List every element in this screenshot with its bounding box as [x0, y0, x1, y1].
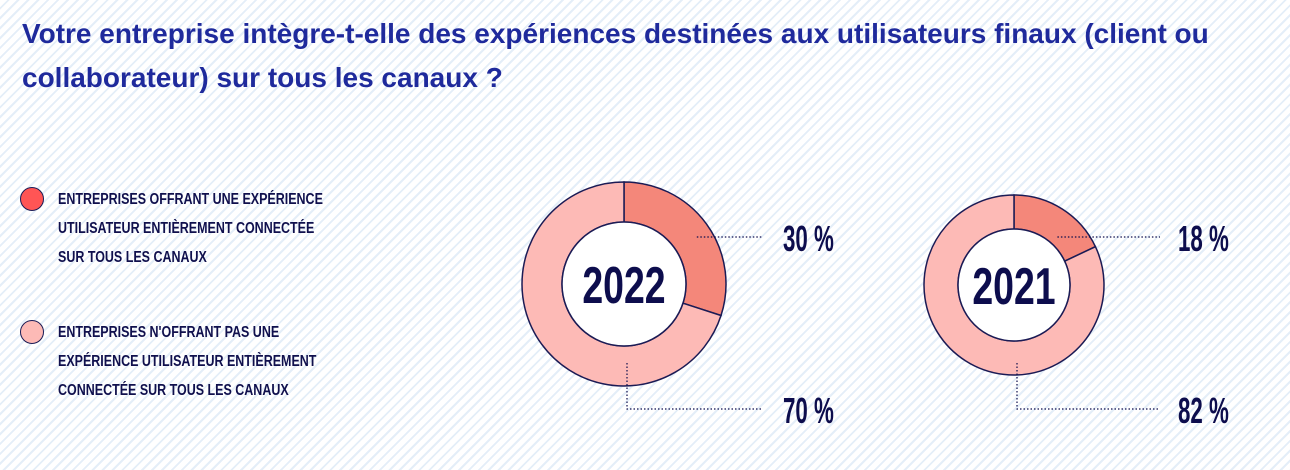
leader-line [1016, 363, 1160, 410]
legend-item-not-connected: ENTREPRISES N'OFFRANT PAS UNE EXPÉRIENCE… [20, 318, 438, 405]
donut-year-label: 2021 [972, 257, 1055, 316]
legend-item-connected: ENTREPRISES OFFRANT UNE EXPÉRIENCE UTILI… [20, 185, 438, 272]
donut-hole-2022 [561, 221, 687, 347]
chart-title: Votre entreprise intègre-t-elle des expé… [22, 18, 1209, 93]
legend-dot-connected [20, 187, 44, 211]
percent-label: 70 % [783, 392, 834, 432]
legend-dot-not-connected [20, 320, 44, 344]
legend-label: ENTREPRISES OFFRANT UNE EXPÉRIENCE UTILI… [58, 191, 323, 266]
legend-label: ENTREPRISES N'OFFRANT PAS UNE EXPÉRIENCE… [58, 324, 317, 399]
donut-hole-2021 [957, 228, 1071, 342]
percent-label: 18 % [1178, 220, 1229, 260]
percent-label: 82 % [1178, 392, 1229, 432]
leader-line [626, 363, 763, 410]
donut-year-label: 2022 [582, 256, 665, 315]
percent-label: 30 % [783, 220, 834, 260]
